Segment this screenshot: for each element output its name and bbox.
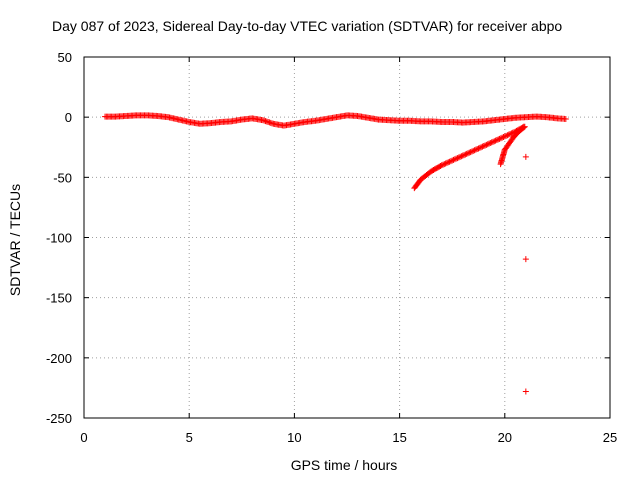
data-point <box>483 141 490 148</box>
data-point <box>457 153 464 160</box>
series-main-trace <box>102 112 569 129</box>
y-tick-label: 0 <box>65 110 72 125</box>
y-axis-label: SDTVAR / TECUs <box>7 184 23 296</box>
y-axis-ticks: 50 0 -50 -100 -150 -200 -250 <box>46 50 610 426</box>
data-point <box>446 158 453 165</box>
y-tick-label: -250 <box>46 411 72 426</box>
data-point <box>459 152 466 159</box>
data-point <box>441 161 448 168</box>
data-point <box>467 149 474 156</box>
data-point <box>449 157 456 164</box>
data-point <box>471 147 478 154</box>
x-tick-label: 5 <box>186 430 193 445</box>
y-tick-label: -100 <box>46 231 72 246</box>
data-point <box>504 132 511 139</box>
plot-frame <box>83 56 611 419</box>
data-point <box>501 133 508 140</box>
data-point <box>520 124 527 131</box>
x-tick-label: 10 <box>287 430 301 445</box>
data-point-outlier <box>522 256 529 263</box>
data-marks <box>102 112 569 395</box>
data-point <box>484 141 491 148</box>
data-point <box>493 137 500 144</box>
data-point <box>495 136 502 143</box>
data-point-outlier <box>522 153 529 160</box>
data-point <box>492 137 499 144</box>
data-point <box>462 151 469 158</box>
y-tick-label: -150 <box>46 291 72 306</box>
data-point <box>466 149 473 156</box>
data-point <box>505 131 512 138</box>
data-point <box>503 132 510 139</box>
data-point <box>464 150 471 157</box>
data-point <box>521 123 528 130</box>
data-point <box>468 148 475 155</box>
data-point <box>480 143 487 150</box>
x-tick-label: 0 <box>80 430 87 445</box>
series-secondary-arc <box>497 123 528 168</box>
data-point <box>475 145 482 152</box>
data-point <box>445 159 452 166</box>
x-tick-label: 25 <box>603 430 617 445</box>
data-point <box>508 130 515 137</box>
x-axis-label: GPS time / hours <box>291 457 398 473</box>
data-point <box>488 139 495 146</box>
series-outliers <box>522 153 529 395</box>
data-point <box>500 134 507 141</box>
data-point <box>463 150 470 157</box>
chart-title: Day 087 of 2023, Sidereal Day-to-day VTE… <box>52 18 562 34</box>
data-point <box>491 138 498 145</box>
data-point <box>447 158 454 165</box>
gridlines <box>84 57 610 418</box>
data-point <box>450 156 457 163</box>
x-tick-label: 20 <box>498 430 512 445</box>
data-point <box>443 159 450 166</box>
data-point <box>487 140 494 147</box>
data-point <box>478 144 485 151</box>
data-point <box>439 161 446 168</box>
data-point <box>479 143 486 150</box>
data-point <box>486 140 493 147</box>
data-point <box>489 138 496 145</box>
series-descending-arc <box>411 123 527 192</box>
data-point <box>451 156 458 163</box>
data-point <box>461 152 468 159</box>
data-point <box>482 142 489 149</box>
data-point <box>499 134 506 141</box>
data-point <box>470 147 477 154</box>
data-point <box>453 155 460 162</box>
data-point <box>562 115 569 122</box>
y-tick-label: 50 <box>58 50 72 65</box>
x-axis-ticks: 0 5 10 15 20 25 <box>80 57 617 445</box>
data-point <box>458 153 465 160</box>
data-point <box>438 162 445 169</box>
data-point <box>472 146 479 153</box>
data-point <box>497 135 504 142</box>
data-point <box>442 160 449 167</box>
data-point <box>476 144 483 151</box>
x-tick-label: 15 <box>392 430 406 445</box>
data-point <box>454 155 461 162</box>
y-tick-label: -50 <box>53 170 72 185</box>
data-point <box>474 146 481 153</box>
data-point-outlier <box>522 388 529 395</box>
data-point <box>455 154 462 161</box>
data-point <box>496 135 503 142</box>
data-point <box>507 131 514 138</box>
y-tick-label: -200 <box>46 351 72 366</box>
